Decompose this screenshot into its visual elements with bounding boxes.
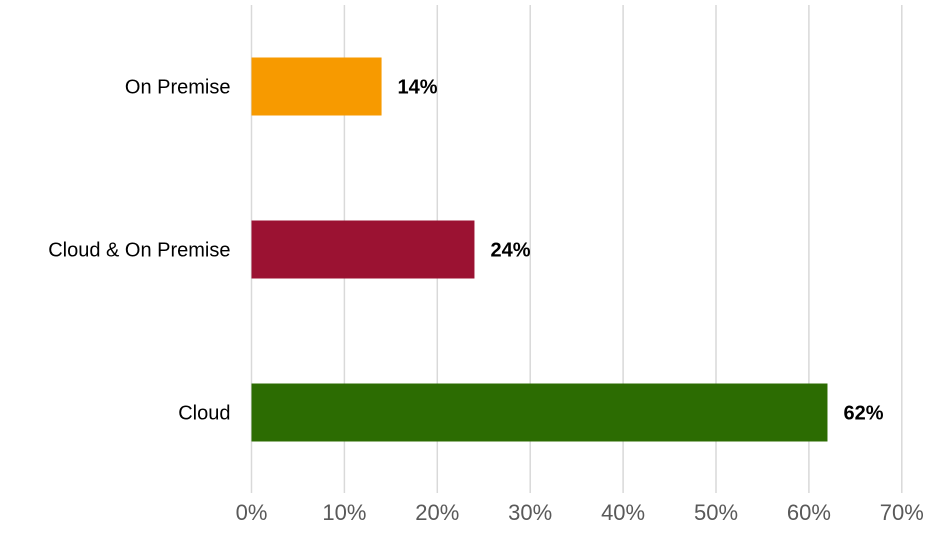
- x-tick-label: 50%: [694, 500, 738, 525]
- x-tick-label: 60%: [787, 500, 831, 525]
- data-label: 14%: [398, 77, 438, 99]
- x-tick-label: 40%: [601, 500, 645, 525]
- x-tick-label: 30%: [508, 500, 552, 525]
- bar: [251, 383, 828, 442]
- category-label: Cloud & On Premise: [48, 240, 230, 262]
- x-tick-label: 0%: [236, 500, 268, 525]
- x-tick-label: 70%: [880, 500, 924, 525]
- bars: [251, 57, 828, 442]
- labels: 0% 10% 20% 30% 40% 50% 60% 70% On Premise 14% Clou…: [48, 77, 924, 526]
- category-label: Cloud: [178, 403, 230, 425]
- bar: [251, 57, 382, 116]
- x-tick-label: 10%: [322, 500, 366, 525]
- category-label: On Premise: [125, 77, 231, 99]
- bar: [251, 220, 475, 279]
- data-label: 24%: [490, 240, 530, 262]
- x-tick-label: 20%: [415, 500, 459, 525]
- data-label: 62%: [843, 403, 883, 425]
